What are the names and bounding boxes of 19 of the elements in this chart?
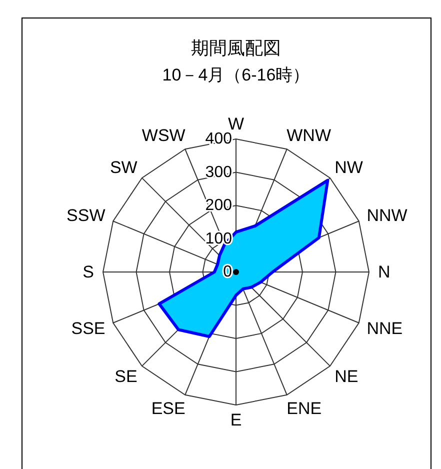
spoke-label: NNE xyxy=(366,319,403,338)
spoke-label: SSE xyxy=(71,319,106,338)
spoke-label: NE xyxy=(334,367,358,386)
spoke-label: SSW xyxy=(66,206,106,225)
spoke-label: ESE xyxy=(151,399,186,418)
spoke-label: NW xyxy=(334,158,363,177)
spoke-label: SW xyxy=(110,158,138,177)
spoke-label: W xyxy=(228,114,244,134)
spoke-label: N xyxy=(378,262,390,282)
spoke-label: E xyxy=(230,410,242,430)
chart-subtitle: 10－4月（6-16時） xyxy=(162,66,310,84)
spoke-label: SE xyxy=(114,367,138,386)
chart-title: 期間風配図 xyxy=(191,38,281,58)
spoke-label: ENE xyxy=(286,399,322,418)
spoke-label: NNW xyxy=(366,206,408,225)
spoke-label: WSW xyxy=(142,126,186,145)
y-tick-label: 0 xyxy=(223,264,232,280)
spoke-label: WNW xyxy=(286,126,332,145)
spoke-label: S xyxy=(82,262,94,282)
